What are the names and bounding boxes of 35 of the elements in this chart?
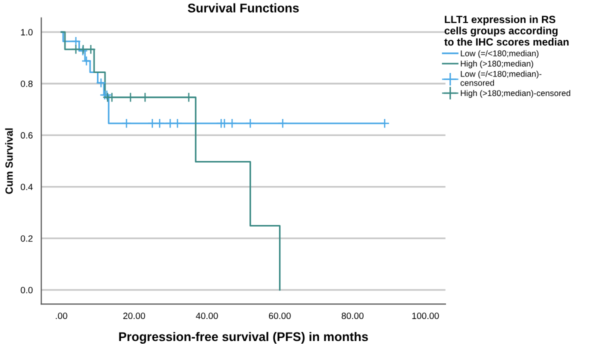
x-tick-label: .00 [56, 312, 68, 320]
legend-title: LLT1 expression in RS cells groups according to the IHC scores median [444, 15, 569, 46]
point [278, 118, 288, 128]
point [147, 118, 158, 128]
x-tick-label: 100.00 [412, 312, 439, 320]
x-axis-title: Progression-free survival (PFS) in months [119, 332, 368, 344]
point [121, 118, 132, 128]
y-tick-label: 0.0 [20, 286, 33, 294]
point [81, 56, 92, 66]
point [70, 44, 81, 54]
point [245, 118, 256, 128]
x-tick-label: 40.00 [196, 312, 218, 320]
legend-label: High (>180;median) [460, 60, 534, 68]
point [96, 78, 106, 88]
point [70, 36, 81, 46]
y-axis-title: Cum Survival [5, 128, 13, 194]
point [380, 118, 390, 128]
x-tick-label: 80.00 [342, 312, 364, 320]
chart-title: Survival Functions [188, 3, 299, 12]
point [227, 118, 238, 128]
legend-label: High (>180;median)-censored [460, 90, 570, 98]
point [219, 118, 230, 128]
y-tick-label: 1.0 [21, 29, 33, 36]
y-tick-label: 0.8 [20, 80, 33, 87]
legend-label: Low (=/<180;median)- censored [460, 70, 542, 86]
y-tick-label: 0.6 [20, 132, 33, 139]
point [165, 118, 176, 128]
y-tick-label: 0.2 [20, 235, 33, 242]
x-tick-label: 60.00 [268, 312, 291, 320]
point [154, 118, 165, 128]
point [172, 118, 182, 128]
legend-label: Low (=/<180;median) [460, 50, 538, 58]
x-tick-label: 20.00 [123, 312, 146, 320]
point [86, 44, 96, 54]
y-tick-label: 0.4 [20, 184, 33, 190]
